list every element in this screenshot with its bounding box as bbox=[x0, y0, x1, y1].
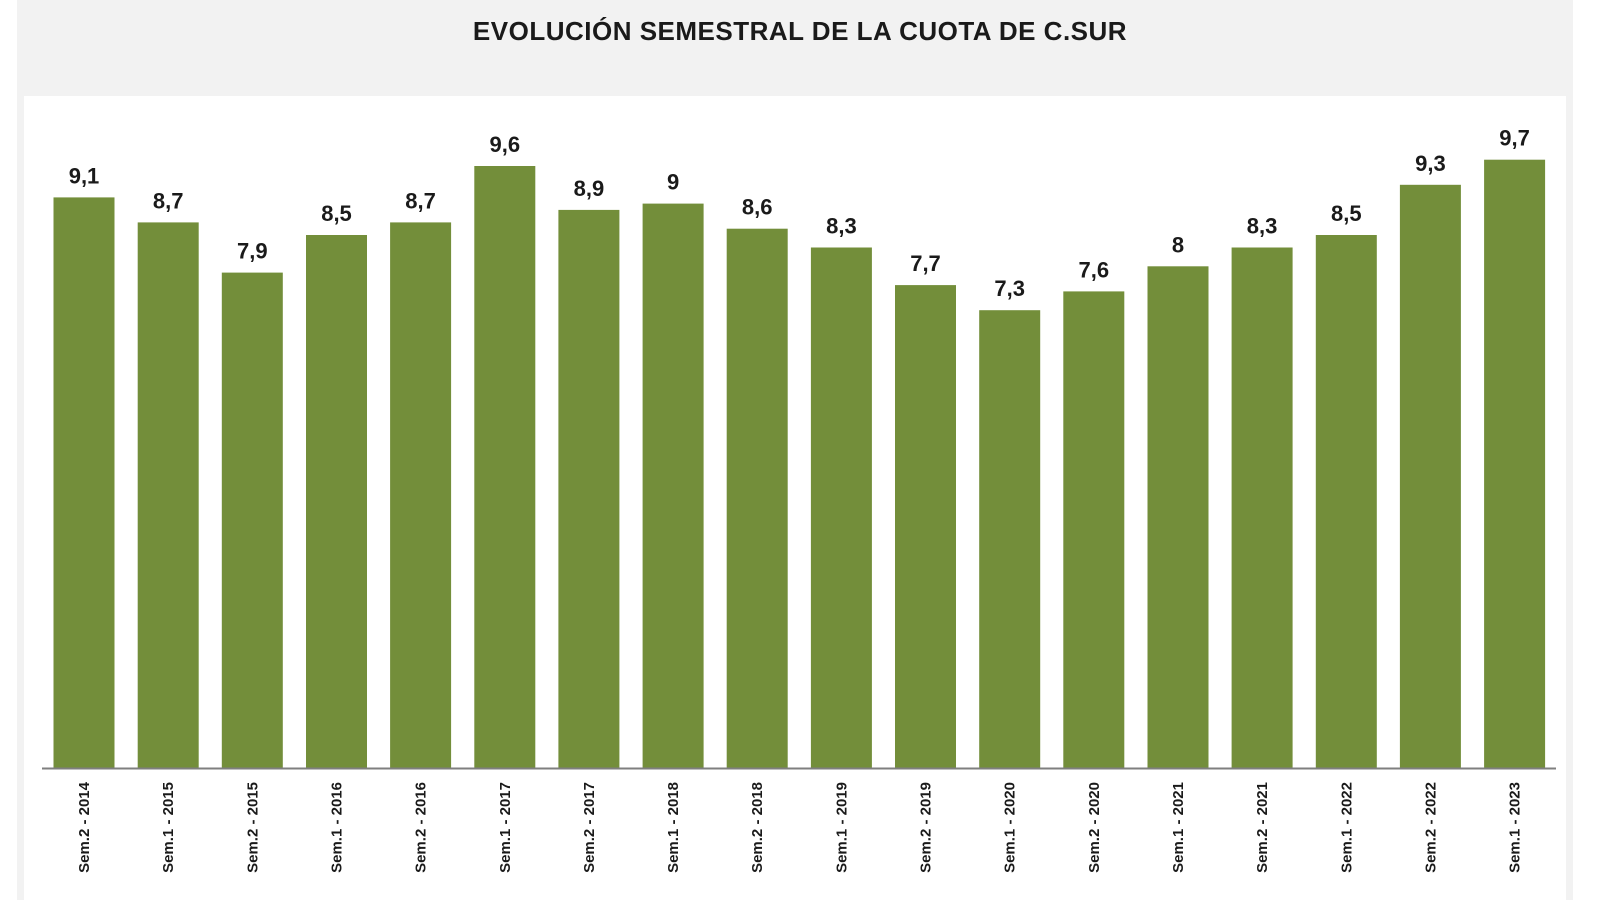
bar-6 bbox=[474, 166, 536, 768]
bar-13 bbox=[1063, 291, 1125, 768]
bar-7 bbox=[558, 209, 620, 768]
data-label-5: 8,7 bbox=[405, 188, 436, 213]
tick-label-18: Sem.1 - 2023 bbox=[1507, 782, 1524, 873]
tick-label-15: Sem.2 - 2021 bbox=[1254, 782, 1271, 873]
tick-label-12: Sem.1 - 2020 bbox=[1002, 782, 1019, 873]
data-label-9: 8,6 bbox=[742, 195, 773, 220]
bar-17 bbox=[1399, 184, 1461, 769]
chart-title: EVOLUCIÓN SEMESTRAL DE LA CUOTA DE C.SUR bbox=[472, 16, 1128, 46]
data-label-2: 8,7 bbox=[153, 188, 184, 213]
data-label-15: 8,3 bbox=[1247, 214, 1278, 239]
bar-12 bbox=[979, 310, 1041, 768]
bar-4 bbox=[306, 235, 367, 768]
data-label-4: 8,5 bbox=[321, 201, 352, 226]
data-label-7: 8,9 bbox=[574, 176, 605, 201]
data-label-6: 9,6 bbox=[490, 132, 521, 157]
data-label-3: 7,9 bbox=[237, 239, 268, 264]
data-label-1: 9,1 bbox=[69, 163, 100, 188]
data-label-16: 8,5 bbox=[1331, 201, 1362, 226]
bar-16 bbox=[1315, 235, 1377, 768]
data-label-14: 8 bbox=[1172, 232, 1184, 257]
tick-label-16: Sem.1 - 2022 bbox=[1338, 782, 1355, 873]
tick-label-8: Sem.1 - 2018 bbox=[665, 782, 682, 873]
data-label-12: 7,3 bbox=[994, 276, 1025, 301]
tick-labels-group: Sem.2 - 2014 Sem.1 - 2015 Sem.2 - 2015 Sem.… bbox=[76, 781, 1524, 873]
bar-2 bbox=[137, 222, 199, 768]
data-label-17: 9,3 bbox=[1415, 151, 1446, 176]
data-label-13: 7,6 bbox=[1079, 257, 1110, 282]
tick-label-14: Sem.1 - 2021 bbox=[1170, 782, 1187, 873]
bars-group bbox=[53, 159, 1546, 769]
tick-label-2: Sem.1 - 2015 bbox=[160, 782, 177, 873]
data-label-10: 8,3 bbox=[826, 214, 857, 239]
bar-11 bbox=[895, 285, 956, 768]
bar-5 bbox=[390, 222, 452, 768]
tick-label-4: Sem.1 - 2016 bbox=[329, 782, 346, 873]
bar-3 bbox=[221, 272, 283, 768]
bar-9 bbox=[726, 228, 788, 768]
tick-label-10: Sem.1 - 2019 bbox=[833, 782, 850, 873]
tick-label-9: Sem.2 - 2018 bbox=[749, 782, 766, 873]
tick-label-13: Sem.2 - 2020 bbox=[1086, 782, 1103, 873]
data-label-18: 9,7 bbox=[1499, 126, 1530, 151]
data-labels-group: 9,1 8,7 7,9 8,5 8,7 9,6 8,9 9 8,6 8,3 7,7 7,3 7,6 8 8,… bbox=[69, 126, 1530, 302]
tick-label-5: Sem.2 - 2016 bbox=[413, 782, 430, 873]
bar-14 bbox=[1147, 266, 1209, 768]
bar-15 bbox=[1231, 247, 1293, 768]
tick-label-17: Sem.2 - 2022 bbox=[1422, 782, 1439, 873]
tick-label-1: Sem.2 - 2014 bbox=[76, 781, 93, 873]
bar-10 bbox=[810, 247, 872, 768]
data-label-8: 9 bbox=[667, 170, 679, 195]
tick-label-7: Sem.2 - 2017 bbox=[581, 782, 598, 873]
bar-1 bbox=[53, 197, 115, 768]
tick-label-3: Sem.2 - 2015 bbox=[244, 782, 261, 873]
bar-8 bbox=[642, 203, 704, 769]
tick-label-11: Sem.2 - 2019 bbox=[918, 782, 935, 873]
tick-label-6: Sem.1 - 2017 bbox=[497, 782, 514, 873]
bar-18 bbox=[1484, 159, 1546, 768]
data-label-11: 7,7 bbox=[910, 251, 941, 276]
